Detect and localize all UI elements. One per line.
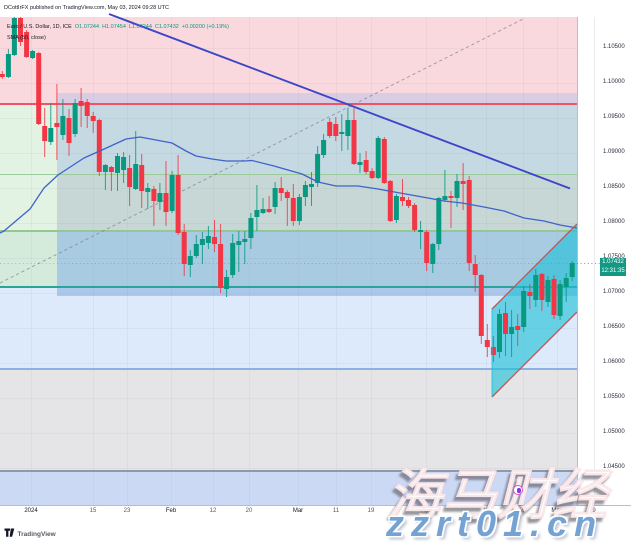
svg-text:TradingView: TradingView [18, 531, 57, 538]
